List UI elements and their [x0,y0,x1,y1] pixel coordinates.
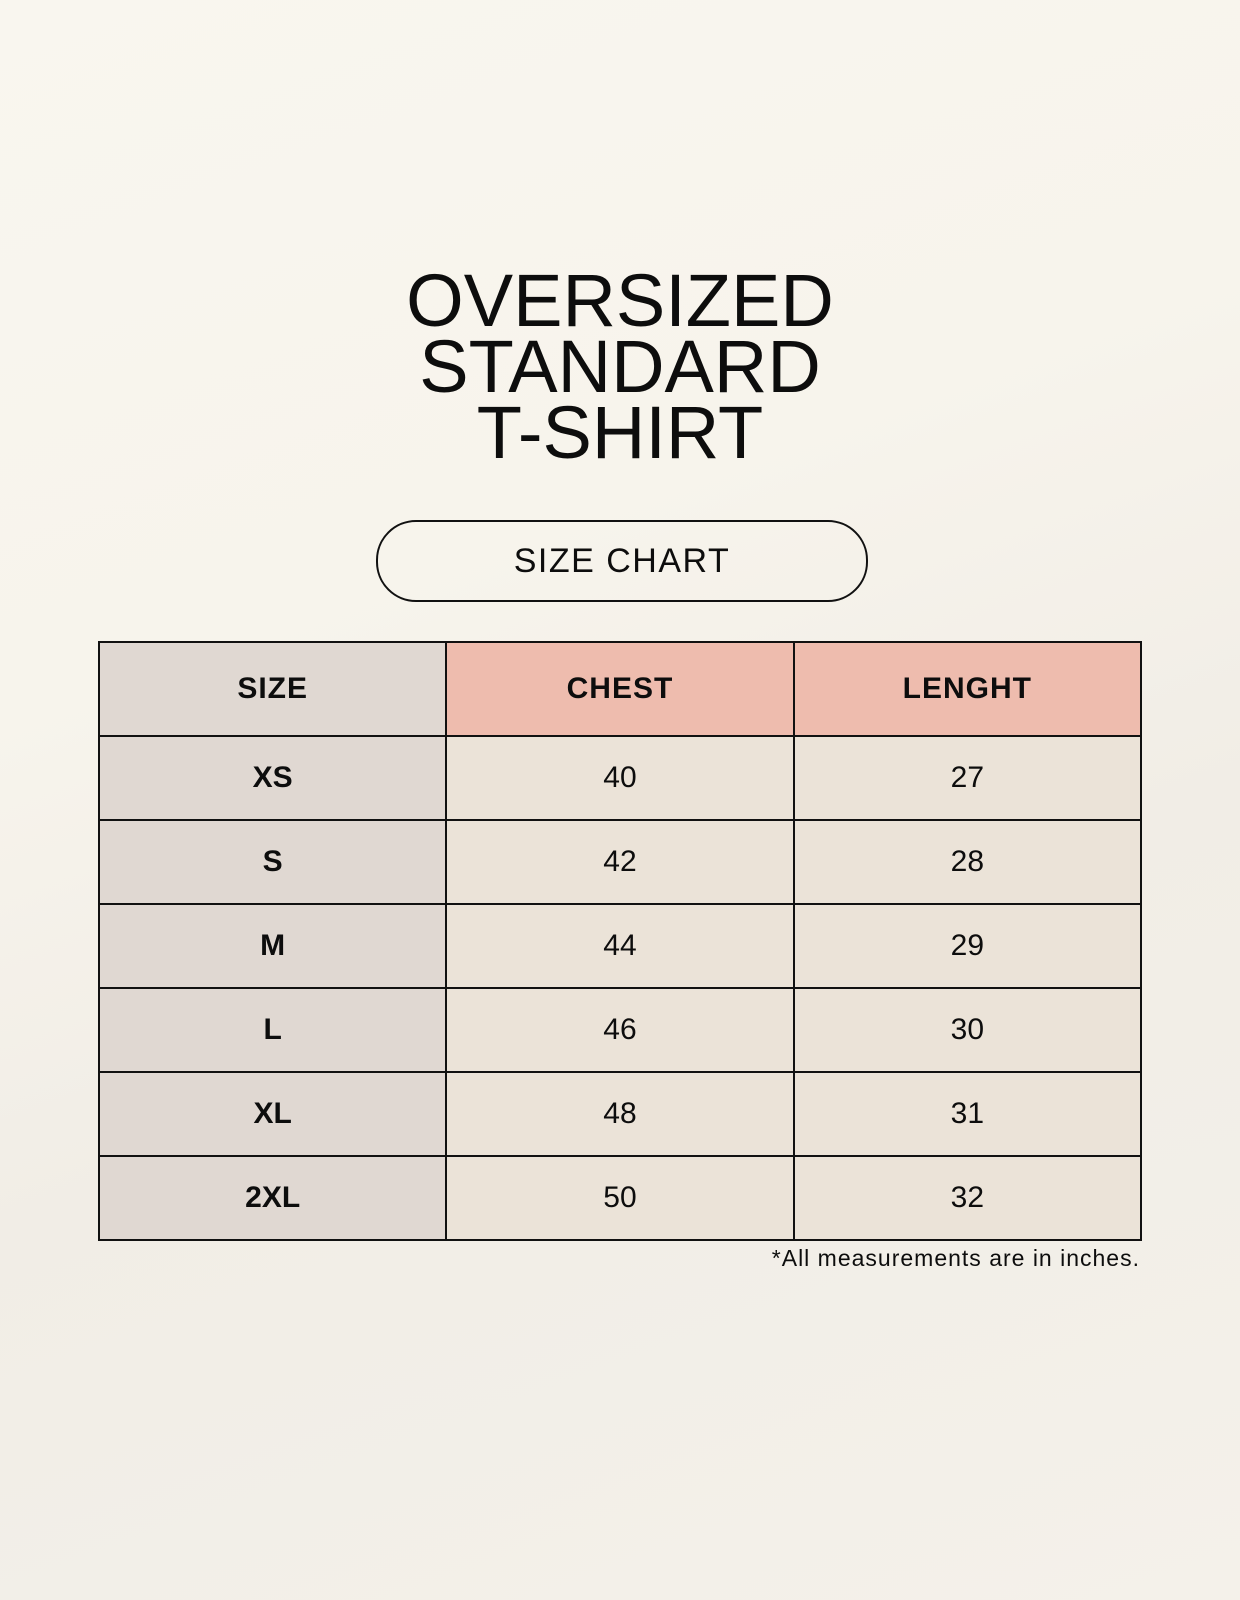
size-chart-badge: SIZE CHART [376,520,868,602]
table-row: S 42 28 [97,819,1143,905]
table-header-row: SIZE CHEST LENGHT [97,641,1143,737]
header-size: SIZE [97,641,448,737]
header-chest: CHEST [445,641,795,737]
size-cell: XS [97,735,448,821]
table-row: L 46 30 [97,987,1143,1073]
table-row: 2XL 50 32 [97,1155,1143,1241]
size-chart-table: SIZE CHEST LENGHT XS 40 27 S 42 28 M 44 29 L 46 30 X… [97,641,1143,1241]
table-row: XS 40 27 [97,735,1143,821]
length-cell: 27 [792,735,1143,821]
length-cell: 32 [792,1155,1143,1241]
size-cell: 2XL [97,1155,448,1241]
chest-cell: 48 [445,1071,795,1157]
size-cell: S [97,819,448,905]
length-cell: 30 [792,987,1143,1073]
title-line: T-SHIRT [476,391,764,474]
length-cell: 29 [792,903,1143,989]
size-cell: XL [97,1071,448,1157]
page-title: OVERSIZED STANDARD T-SHIRT [0,259,1240,474]
chest-cell: 50 [445,1155,795,1241]
chest-cell: 40 [445,735,795,821]
chest-cell: 42 [445,819,795,905]
size-cell: M [97,903,448,989]
table-row: M 44 29 [97,903,1143,989]
chest-cell: 44 [445,903,795,989]
footnote: *All measurements are in inches. [771,1245,1140,1271]
size-cell: L [97,987,448,1073]
title-line: STANDARD [419,325,821,408]
chest-cell: 46 [445,987,795,1073]
length-cell: 28 [792,819,1143,905]
table-row: XL 48 31 [97,1071,1143,1157]
length-cell: 31 [792,1071,1143,1157]
title-line: OVERSIZED [406,259,834,342]
header-length: LENGHT [792,641,1143,737]
